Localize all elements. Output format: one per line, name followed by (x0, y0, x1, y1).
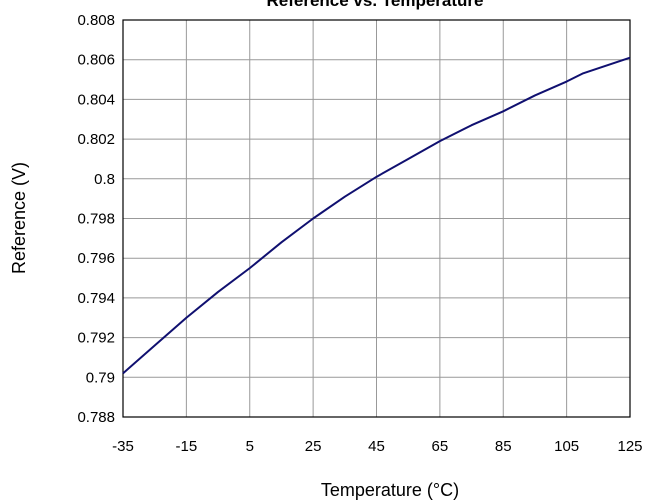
x-tick-label: 45 (368, 438, 385, 455)
y-tick-label: 0.8 (94, 171, 115, 188)
x-tick-label: 65 (432, 438, 449, 455)
y-tick-label: 0.796 (77, 250, 115, 267)
y-tick-label: 0.802 (77, 131, 115, 148)
x-axis-label: Temperature (°C) (321, 480, 459, 500)
x-tick-label: 5 (246, 438, 254, 455)
y-axis-label: Reference (V) (9, 162, 29, 274)
y-tick-label: 0.794 (77, 290, 115, 307)
y-tick-label: 0.804 (77, 91, 115, 108)
x-tick-label: -35 (112, 438, 134, 455)
y-tick-label: 0.808 (77, 12, 115, 29)
y-tick-label: 0.79 (86, 369, 115, 386)
y-tick-label: 0.788 (77, 409, 115, 426)
x-tick-label: -15 (176, 438, 198, 455)
x-tick-label: 125 (617, 438, 642, 455)
y-axis-ticks: 0.788 0.79 0.792 0.794 0.796 0.798 0.8 0.802 0.8… (77, 12, 115, 426)
x-tick-label: 85 (495, 438, 512, 455)
y-tick-label: 0.798 (77, 211, 115, 228)
chart-title: Reference vs. Temperature (266, 0, 483, 10)
x-tick-label: 105 (554, 438, 579, 455)
x-axis-ticks: -35 -15 5 25 45 65 85 105 125 (112, 438, 642, 455)
y-tick-label: 0.806 (77, 52, 115, 69)
grid (123, 20, 630, 417)
x-tick-label: 25 (305, 438, 322, 455)
y-tick-label: 0.792 (77, 330, 115, 347)
